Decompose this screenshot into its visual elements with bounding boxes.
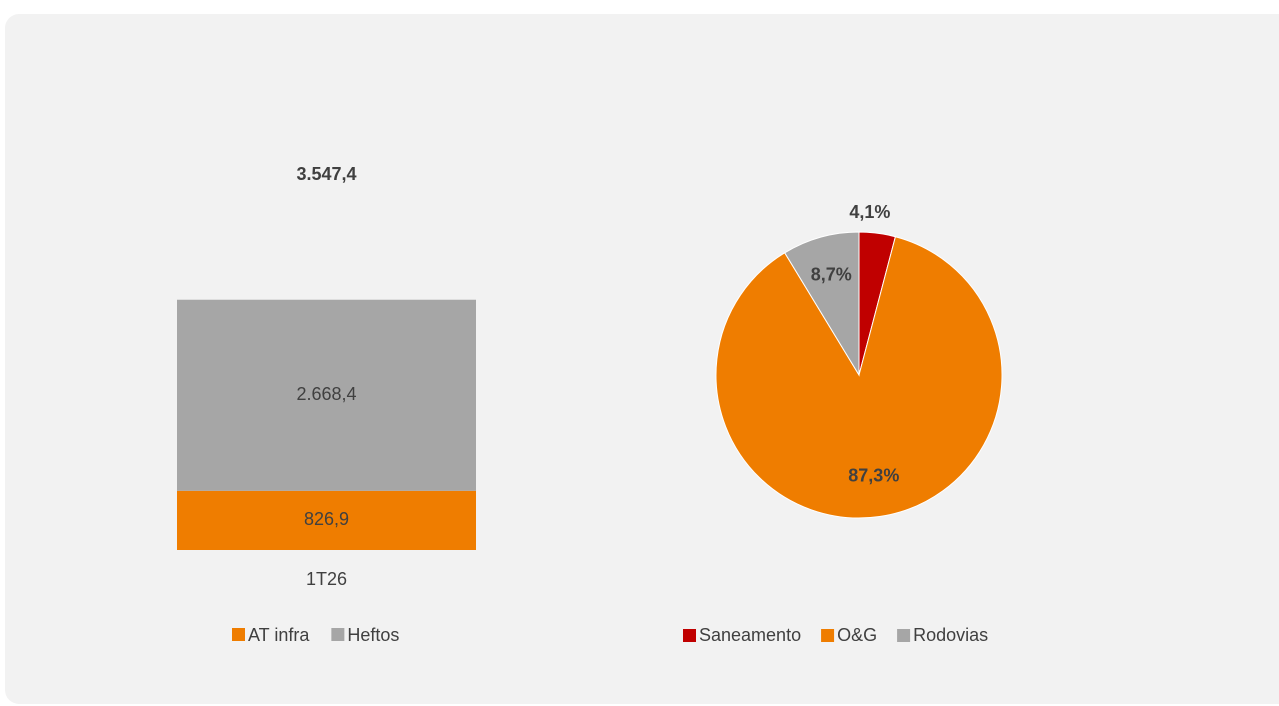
data-label: 826,9 xyxy=(304,509,349,529)
pie-slice xyxy=(784,231,860,377)
legend-label: Rodovias xyxy=(913,625,988,645)
legend-swatch xyxy=(821,629,835,642)
data-label: 87,3% xyxy=(848,466,899,486)
legend-label: Saneamento xyxy=(699,625,801,645)
legend-label: O&G xyxy=(837,625,877,645)
bar-segment xyxy=(177,299,476,491)
pie-slice xyxy=(715,236,1003,519)
data-label: 8,7% xyxy=(811,265,852,285)
data-label: 4,1% xyxy=(849,202,890,222)
legend-label: Heftos xyxy=(347,625,399,645)
legend-swatch xyxy=(897,629,911,642)
legend-swatch xyxy=(232,628,245,641)
data-label: 2.668,4 xyxy=(296,384,356,404)
legend-label: AT infra xyxy=(248,625,310,645)
x-tick-label: 1T26 xyxy=(306,569,347,589)
legend-swatch xyxy=(683,629,696,642)
bar-segment xyxy=(177,490,476,550)
total-label: 3.547,4 xyxy=(296,164,356,184)
legend-swatch xyxy=(331,628,345,641)
